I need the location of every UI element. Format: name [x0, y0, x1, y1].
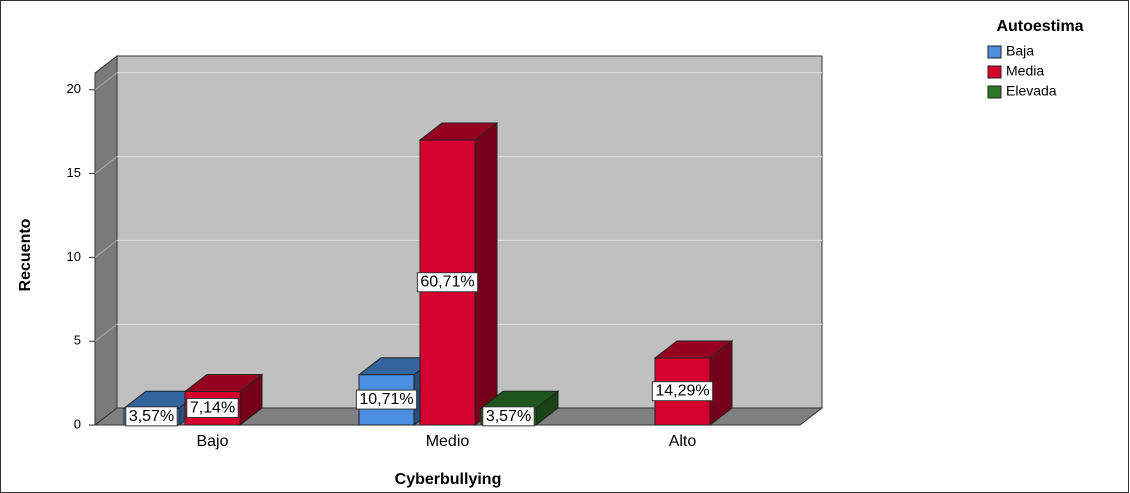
- value-label-box: [651, 381, 714, 402]
- x-tick-label: Medio: [426, 433, 470, 450]
- y-tick-label: 5: [74, 333, 81, 348]
- value-label: 3,57%: [486, 408, 531, 425]
- bar-group: [653, 339, 734, 427]
- legend-label: Baja: [1006, 43, 1034, 59]
- bar-group: [183, 373, 264, 427]
- x-tick-label: Alto: [669, 433, 697, 450]
- value-label-box: [186, 397, 239, 418]
- left-wall: [94, 54, 118, 427]
- value-label-box: [355, 389, 418, 410]
- value-label: 14,29%: [655, 383, 709, 400]
- legend-swatch: [987, 65, 1002, 79]
- y-axis-title: Recuento: [17, 218, 34, 291]
- y-tick-label: 0: [74, 416, 81, 431]
- x-axis-title: Cyberbullying: [395, 471, 502, 488]
- value-label-box: [482, 406, 535, 427]
- legend-label: Elevada: [1006, 83, 1057, 99]
- value-label: 60,71%: [420, 274, 474, 291]
- y-tick-label: 15: [67, 165, 81, 180]
- legend-swatch: [987, 85, 1002, 99]
- value-label-box: [125, 406, 178, 427]
- y-tick-label: 20: [67, 81, 81, 96]
- value-label: 10,71%: [359, 391, 413, 408]
- bar-side: [474, 122, 498, 427]
- y-tick-label: 10: [67, 249, 81, 264]
- value-label: 7,14%: [190, 399, 235, 416]
- grid-line: [94, 323, 118, 342]
- legend-swatch: [987, 45, 1002, 59]
- value-label-box: [416, 272, 479, 293]
- grid-line: [94, 239, 118, 258]
- grid-line: [94, 72, 118, 91]
- legend-label: Media: [1006, 63, 1044, 79]
- grid-line: [94, 156, 118, 174]
- x-tick-label: Bajo: [196, 433, 228, 450]
- legend-title: Autoestima: [996, 18, 1083, 35]
- value-label: 3,57%: [129, 408, 174, 425]
